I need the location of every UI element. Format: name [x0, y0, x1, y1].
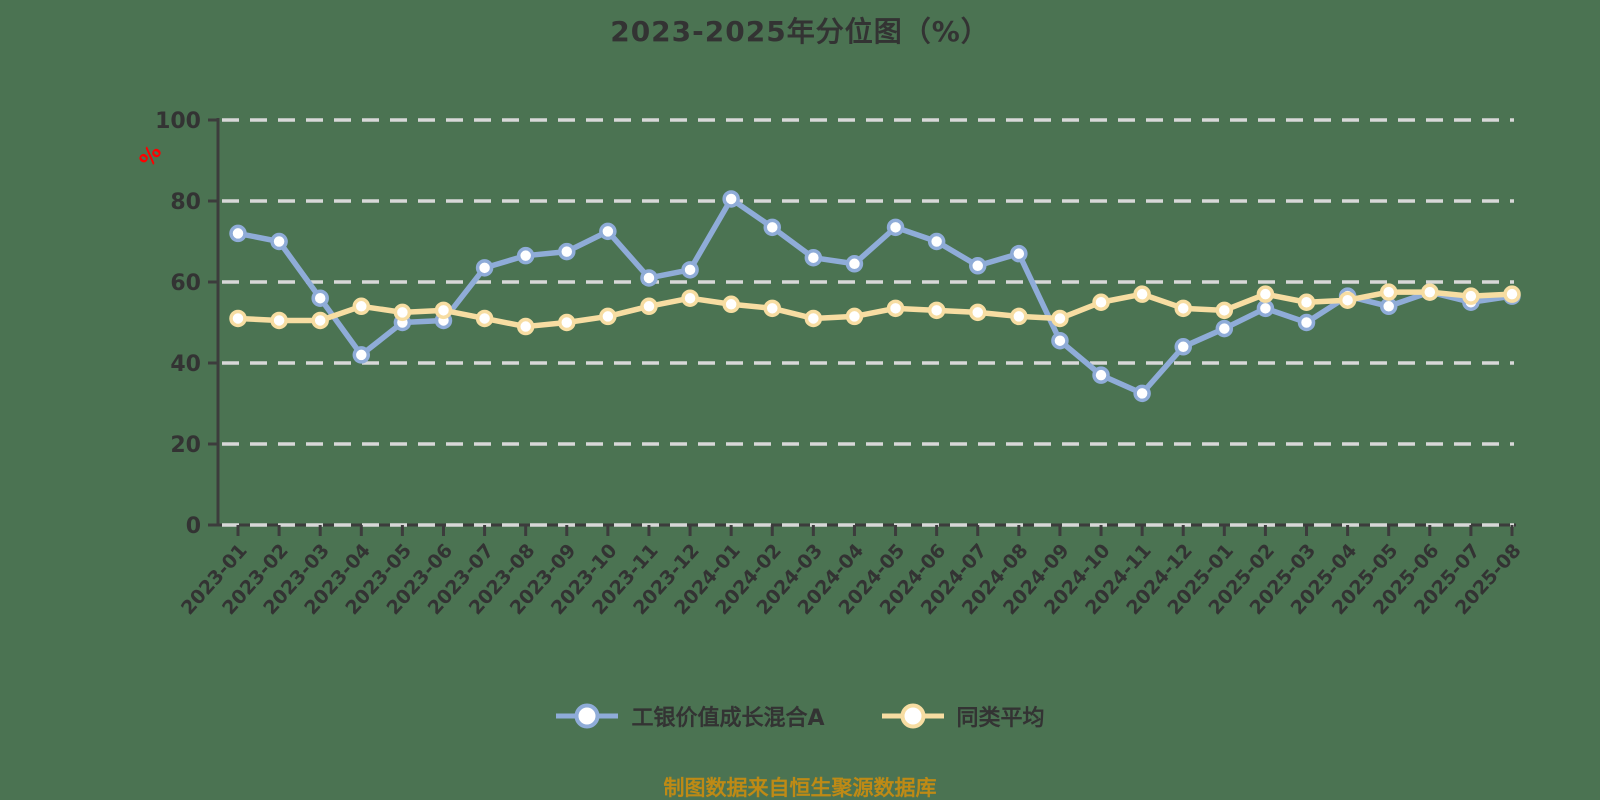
data-point-average [1051, 309, 1069, 328]
data-point-fund [722, 190, 740, 208]
data-point-average [475, 309, 494, 328]
data-point-fund [516, 246, 535, 265]
data-point-average [229, 309, 247, 328]
y-axis-tick-label: 20 [170, 433, 201, 458]
data-point-average [1421, 283, 1439, 301]
data-point-average [434, 301, 453, 320]
legend-marker-fund-icon [556, 703, 619, 729]
data-point-average [804, 309, 823, 328]
y-axis-tick-label: 40 [170, 352, 201, 377]
data-point-average [1503, 285, 1521, 303]
y-axis-tick-label: 0 [186, 514, 201, 539]
data-point-fund [475, 259, 494, 277]
data-point-fund [270, 232, 288, 251]
data-point-fund [1379, 297, 1398, 316]
data-point-average [558, 313, 576, 332]
data-point-average [722, 295, 740, 314]
data-point-fund [352, 346, 371, 364]
data-point-average [1462, 287, 1480, 305]
data-point-average [640, 297, 658, 316]
data-point-fund [886, 218, 905, 237]
data-source-note: 制图数据来自恒生聚源数据库 [663, 776, 937, 800]
data-point-fund [1174, 338, 1192, 356]
data-point-average [927, 301, 946, 320]
data-point-fund [1215, 319, 1234, 338]
data-point-average [763, 299, 782, 318]
data-point-fund [1133, 384, 1151, 403]
data-point-fund [311, 289, 329, 307]
data-point-average [1092, 293, 1110, 311]
data-point-fund [968, 257, 987, 275]
legend-item-average[interactable]: 同类平均 [881, 700, 1045, 732]
data-point-fund [1051, 331, 1069, 350]
legend-item-fund[interactable]: 工银价值成长混合A [555, 700, 825, 732]
data-point-fund [845, 255, 864, 273]
data-point-average [393, 303, 412, 322]
y-axis-tick-label: 100 [155, 109, 201, 134]
data-point-average [681, 289, 699, 307]
data-point-average [845, 307, 864, 326]
data-point-average [1010, 307, 1028, 326]
legend-label-fund: 工银价值成长混合A [631, 706, 825, 731]
data-point-average [1174, 299, 1192, 318]
data-point-fund [681, 261, 699, 279]
data-point-average [886, 299, 905, 318]
legend-marker-average-icon [881, 703, 944, 729]
data-point-fund [804, 248, 823, 267]
legend-label-average: 同类平均 [956, 706, 1045, 731]
data-point-fund [763, 218, 782, 237]
data-point-fund [599, 222, 617, 241]
chart-title: 2023-2025年分位图（%） [610, 15, 990, 48]
data-point-fund [1010, 244, 1028, 263]
data-point-average [1297, 293, 1316, 311]
data-point-fund [1092, 366, 1110, 384]
data-point-average [1215, 301, 1234, 320]
data-point-average [516, 317, 535, 336]
data-point-fund [1256, 299, 1275, 318]
data-point-fund [640, 269, 658, 287]
data-point-average [270, 311, 288, 330]
data-point-average [311, 311, 329, 330]
data-point-average [1338, 291, 1357, 309]
y-axis-tick-label: 80 [170, 190, 201, 215]
data-point-fund [558, 242, 576, 261]
data-point-average [1256, 285, 1275, 303]
data-point-average [968, 303, 987, 322]
y-axis-tick-label: 60 [170, 271, 201, 296]
data-point-average [599, 307, 617, 326]
data-point-fund [1297, 313, 1316, 332]
data-point-average [1379, 283, 1398, 301]
data-point-average [1133, 285, 1151, 303]
legend: 工银价值成长混合A 同类平均 [0, 700, 1600, 732]
data-point-fund [927, 232, 946, 251]
data-point-fund [229, 224, 247, 243]
data-point-average [352, 297, 371, 316]
